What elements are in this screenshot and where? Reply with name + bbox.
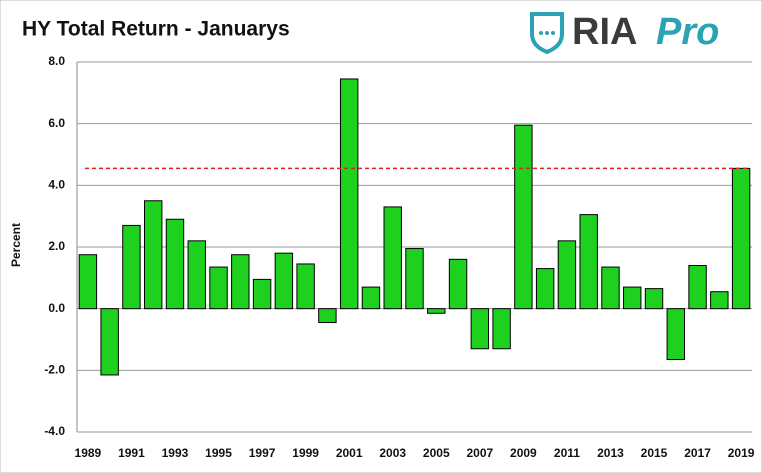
bar — [339, 78, 359, 310]
x-tick-label: 2013 — [597, 446, 624, 460]
bar — [623, 286, 642, 310]
x-tick-label: 1999 — [292, 446, 319, 460]
logo-dot — [545, 31, 549, 35]
x-tick-label: 2007 — [466, 446, 493, 460]
bar — [557, 240, 577, 310]
bar — [710, 291, 729, 310]
y-tick-label: 6.0 — [48, 116, 65, 130]
bar — [318, 308, 337, 324]
x-tick-label: 2009 — [510, 446, 537, 460]
logo-shield — [530, 12, 564, 55]
bar — [405, 248, 424, 310]
logo: RIA Pro — [530, 11, 719, 55]
bar — [644, 288, 664, 310]
x-tick-label: 1989 — [75, 446, 102, 460]
logo-dot — [539, 31, 543, 35]
bar — [579, 214, 598, 310]
bar — [296, 263, 315, 310]
bar — [144, 200, 163, 310]
bar — [492, 308, 511, 350]
x-tick-label: 2003 — [379, 446, 406, 460]
bar — [383, 206, 402, 310]
bar — [187, 240, 206, 310]
bar — [209, 266, 228, 310]
y-tick-label: -2.0 — [44, 363, 65, 377]
logo-brand: RIA — [572, 11, 637, 53]
bar — [427, 308, 446, 314]
x-tick-label: 1997 — [249, 446, 276, 460]
x-tick-label: 1995 — [205, 446, 232, 460]
bar — [731, 167, 751, 310]
y-tick-label: 4.0 — [48, 178, 65, 192]
x-tick-label: 1991 — [118, 446, 145, 460]
x-tick-label: 2001 — [336, 446, 363, 460]
bar — [514, 124, 533, 310]
bar — [252, 278, 272, 310]
y-tick-label: 8.0 — [48, 54, 65, 68]
x-tick-label: 2019 — [728, 446, 755, 460]
x-tick-label: 2017 — [684, 446, 711, 460]
bar — [535, 268, 555, 310]
bar — [666, 308, 685, 361]
y-tick-label: -4.0 — [44, 424, 65, 438]
bar — [122, 224, 141, 310]
bar — [231, 254, 250, 310]
logo-product: Pro — [656, 11, 719, 53]
bar — [361, 286, 381, 310]
x-tick-label: 2011 — [554, 446, 580, 460]
bar — [470, 308, 490, 350]
x-tick-label: 2005 — [423, 446, 450, 460]
y-tick-label: 2.0 — [48, 239, 65, 253]
chart-title: HY Total Return - Januarys — [22, 18, 290, 41]
x-tick-label: 1993 — [162, 446, 189, 460]
logo-dot — [551, 31, 555, 35]
bar — [448, 258, 468, 310]
y-tick-label: 0.0 — [48, 301, 65, 315]
bar — [274, 252, 294, 310]
bar — [78, 254, 98, 310]
bar — [601, 266, 620, 310]
bar — [165, 218, 185, 310]
bar — [100, 308, 119, 376]
bar — [688, 265, 707, 310]
y-axis-label: Percent — [9, 223, 23, 267]
x-tick-label: 2015 — [641, 446, 668, 460]
